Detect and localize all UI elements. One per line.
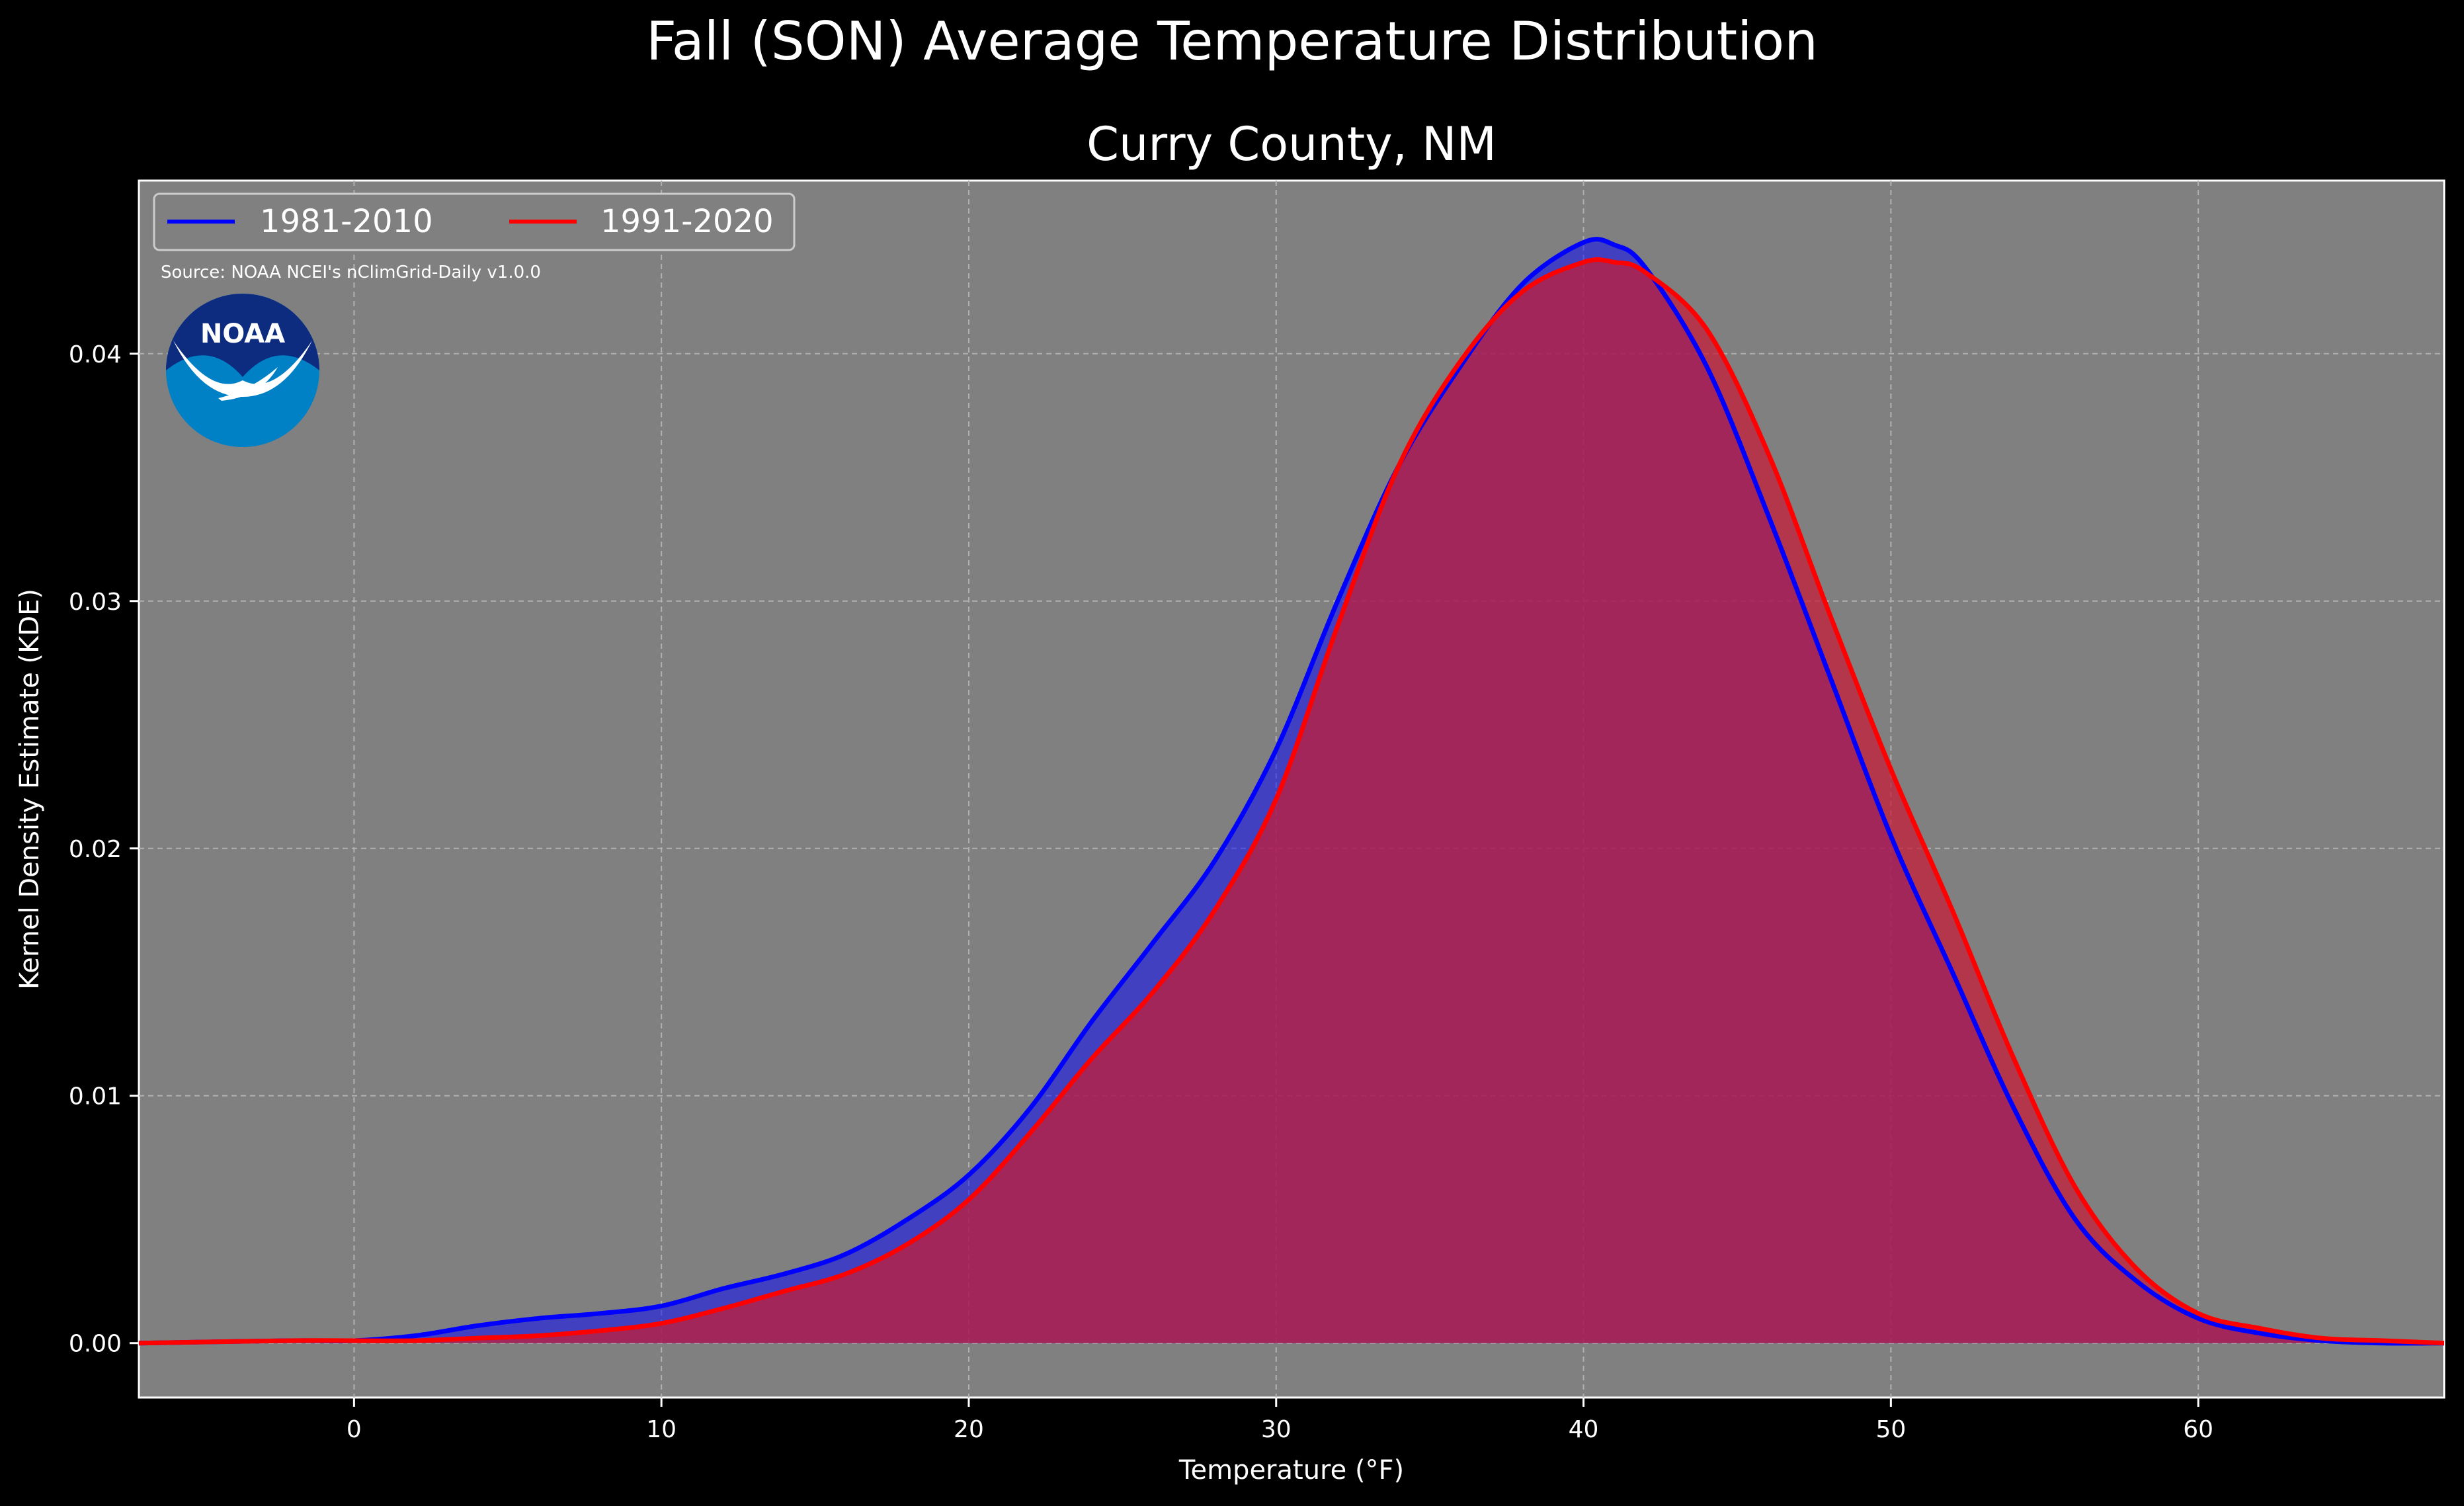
source-note: Source: NOAA NCEI's nClimGrid-Daily v1.0… <box>161 263 541 282</box>
x-tick-label: 50 <box>1875 1416 1906 1443</box>
chart-title: Fall (SON) Average Temperature Distribut… <box>646 11 1818 72</box>
legend-box <box>153 192 796 251</box>
legend: 1981-2010 1991-2020 <box>153 192 796 251</box>
x-tick-label: 30 <box>1261 1416 1292 1443</box>
series-line-1991-2020 <box>138 257 2445 1346</box>
x-axis-label: Temperature (°F) <box>1178 1455 1404 1485</box>
y-tick-label: 0.01 <box>69 1083 122 1110</box>
noaa-logo-text: NOAA <box>200 319 285 349</box>
x-tick-label: 40 <box>1569 1416 1599 1443</box>
y-tick-label: 0.00 <box>69 1331 122 1358</box>
legend-label-1981-2010: 1981-2010 <box>260 203 433 240</box>
x-tick-label: 20 <box>954 1416 984 1443</box>
series-layer <box>138 237 2445 1346</box>
series-area-1991-2020 <box>139 259 2444 1343</box>
x-tick-label: 60 <box>2183 1416 2213 1443</box>
y-tick-label: 0.03 <box>69 589 122 616</box>
chart-subtitle: Curry County, NM <box>1087 117 1497 171</box>
x-tick-label: 0 <box>347 1416 362 1443</box>
y-tick-label: 0.04 <box>69 341 122 368</box>
y-tick-label: 0.02 <box>69 836 122 863</box>
legend-label-1991-2020: 1991-2020 <box>600 203 774 240</box>
x-tick-label: 10 <box>646 1416 677 1443</box>
noaa-logo-icon: NOAA <box>166 294 319 447</box>
axes: 0 10 20 30 40 50 60 0.00 0.01 0.02 0.03 0.04 <box>69 341 2213 1443</box>
y-axis-label: Kernel Density Estimate (KDE) <box>15 589 45 989</box>
